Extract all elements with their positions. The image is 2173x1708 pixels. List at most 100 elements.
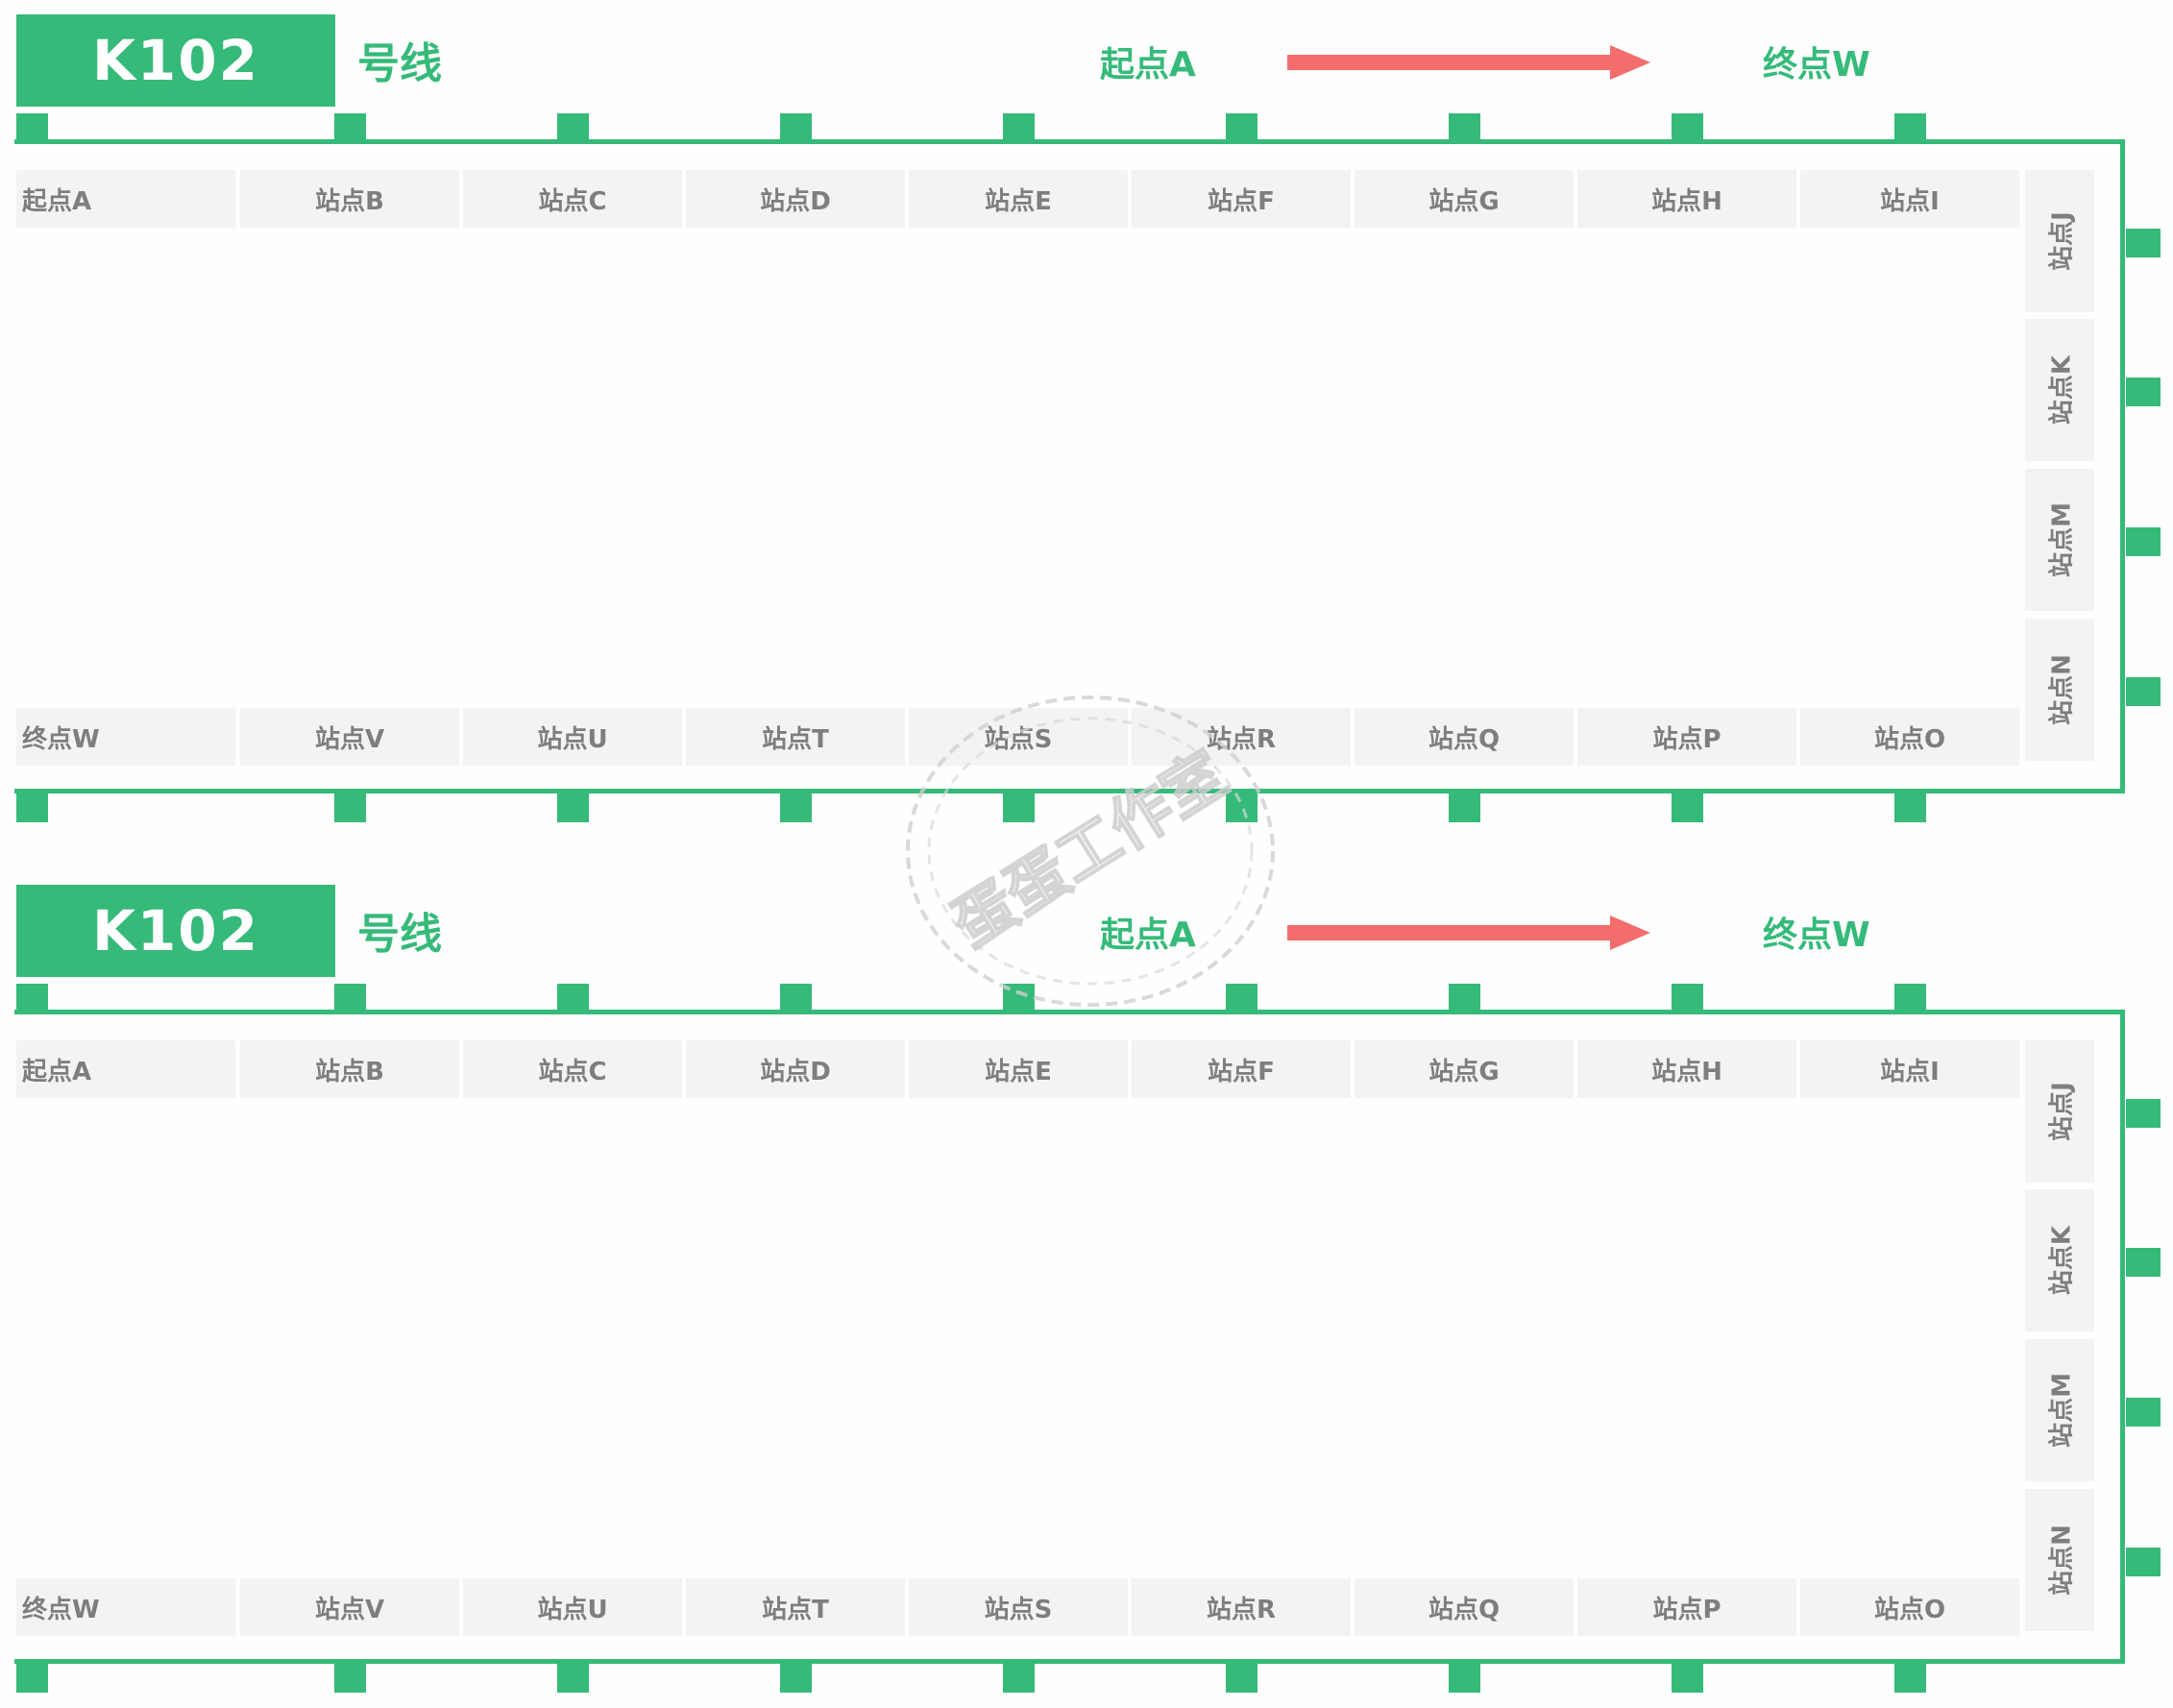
frame-tab [2126,1548,2161,1576]
route-panel: K102 号线 起点A 终点W 起点A 站点B 站点C 站点D 站点E 站点F 站点G 站点H… [0,870,2173,1696]
frame-tab [1226,1664,1257,1693]
station-bottom: 站点U [463,1578,682,1636]
station-right-label: 站点J [2047,1082,2077,1141]
route-panel: K102 号线 起点A 终点W 起点A 站点B 站点C 站点D 站点E 站点F 站点G 站点H… [0,0,2173,826]
frame-tab [2126,1248,2161,1277]
frame-tab [780,1664,812,1693]
station-top: 站点H [1577,1040,1796,1098]
station-bottom: 终点W [16,1578,235,1636]
station-right: 站点N [2025,1489,2094,1631]
frame-tab [1226,793,1257,822]
station-top: 站点E [909,170,1128,228]
frame-tab [1894,793,1926,822]
frame-tab [1894,984,1926,1013]
direction-arrow-icon [1287,915,1650,950]
frame-tab [1449,113,1480,142]
route-frame [14,1010,2125,1664]
direction-end-label: 终点W [1763,45,1870,85]
station-bottom: 站点U [463,708,682,766]
station-top: 站点B [240,1040,459,1098]
station-bottom: 站点V [240,1578,459,1636]
frame-tab [16,113,48,142]
station-top: 起点A [16,170,235,228]
station-right: 站点N [2025,619,2094,761]
frame-tab [557,113,589,142]
station-top: 站点I [1800,1040,2019,1098]
station-right: 站点K [2025,1189,2094,1331]
direction-end-label: 终点W [1763,915,1870,955]
station-bottom: 站点V [240,708,459,766]
frame-tab [780,793,812,822]
station-right: 站点M [2025,1339,2094,1481]
frame-tab [1003,113,1035,142]
station-right: 站点K [2025,319,2094,461]
station-top: 站点F [1132,1040,1351,1098]
station-bottom: 站点S [909,708,1128,766]
line-number-badge: K102 [16,14,335,107]
frame-tab [1449,1664,1480,1693]
station-bottom: 站点O [1800,1578,2019,1636]
frame-tab [2126,1398,2161,1427]
frame-tab [1894,1664,1926,1693]
station-top: 站点C [463,170,682,228]
station-top: 站点B [240,170,459,228]
station-top: 站点E [909,1040,1128,1098]
route-frame [14,139,2125,793]
station-right: 站点J [2025,1040,2094,1183]
direction-start-label: 起点A [1100,45,1196,85]
frame-tab [1226,113,1257,142]
frame-tab [334,793,366,822]
frame-tab [1672,984,1703,1013]
direction-start-label: 起点A [1100,915,1196,955]
frame-tab [2126,378,2161,406]
station-bottom: 终点W [16,708,235,766]
station-top: 站点G [1355,1040,1574,1098]
station-right-label: 站点N [2047,654,2077,725]
frame-tab [2126,1099,2161,1128]
station-top: 起点A [16,1040,235,1098]
line-number-badge: K102 [16,885,335,977]
station-bottom: 站点Q [1355,1578,1574,1636]
station-bottom: 站点T [686,708,905,766]
frame-tab [557,1664,589,1693]
frame-tab [557,984,589,1013]
frame-tab [1672,1664,1703,1693]
frame-tab [557,793,589,822]
station-bottom: 站点O [1800,708,2019,766]
frame-tab [334,984,366,1013]
station-top: 站点C [463,1040,682,1098]
frame-tab [1449,793,1480,822]
frame-tab [16,1664,48,1693]
station-right-label: 站点K [2047,354,2077,426]
station-bottom: 站点R [1132,1578,1351,1636]
station-right-label: 站点M [2047,1373,2077,1448]
station-top: 站点I [1800,170,2019,228]
frame-tab [16,793,48,822]
station-bottom: 站点R [1132,708,1351,766]
station-right-label: 站点N [2047,1525,2077,1596]
frame-tab [334,113,366,142]
station-bottom: 站点Q [1355,708,1574,766]
frame-tab [2126,229,2161,257]
frame-tab [1672,113,1703,142]
frame-tab [1003,984,1035,1013]
frame-tab [1894,113,1926,142]
frame-tab [780,113,812,142]
frame-tab [1672,793,1703,822]
frame-tab [2126,527,2161,556]
station-right: 站点M [2025,469,2094,611]
frame-tab [16,984,48,1013]
frame-tab [2126,677,2161,706]
station-bottom: 站点P [1577,708,1796,766]
frame-tab [334,1664,366,1693]
frame-tab [1003,1664,1035,1693]
station-top: 站点D [686,1040,905,1098]
station-right-label: 站点K [2047,1225,2077,1296]
station-top: 站点G [1355,170,1574,228]
station-top: 站点H [1577,170,1796,228]
station-right-label: 站点M [2047,502,2077,577]
station-right: 站点J [2025,170,2094,312]
station-top: 站点F [1132,170,1351,228]
station-bottom: 站点P [1577,1578,1796,1636]
station-bottom: 站点S [909,1578,1128,1636]
